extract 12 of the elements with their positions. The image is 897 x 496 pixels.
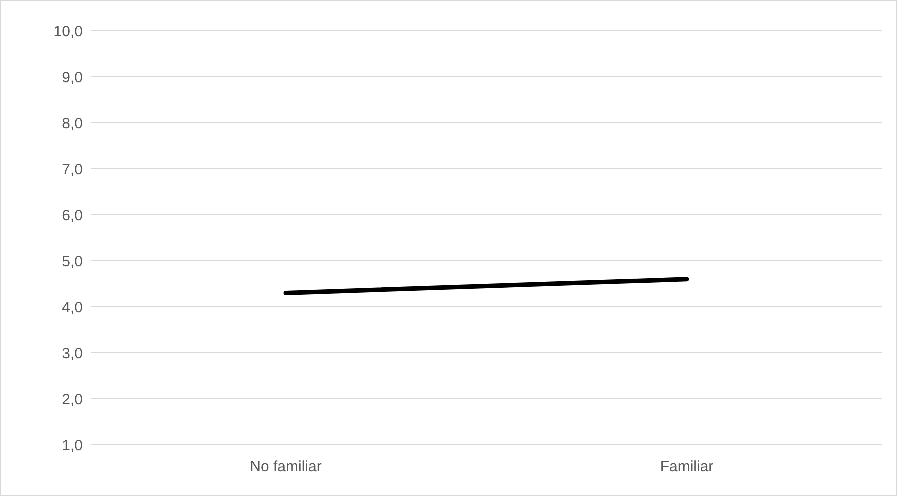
x-tick-label: No familiar (250, 458, 322, 476)
y-tick-label: 7,0 (62, 161, 83, 178)
y-tick-label: 8,0 (62, 115, 83, 132)
y-tick-label: 6,0 (62, 207, 83, 224)
y-tick-label: 1,0 (62, 437, 83, 454)
y-tick-label: 4,0 (62, 299, 83, 316)
x-tick-label: Familiar (660, 458, 714, 476)
y-tick-label: 5,0 (62, 253, 83, 270)
y-tick-label: 10,0 (54, 23, 83, 40)
y-tick-label: 2,0 (62, 391, 83, 408)
y-tick-label: 9,0 (62, 69, 83, 86)
y-tick-label: 3,0 (62, 345, 83, 362)
